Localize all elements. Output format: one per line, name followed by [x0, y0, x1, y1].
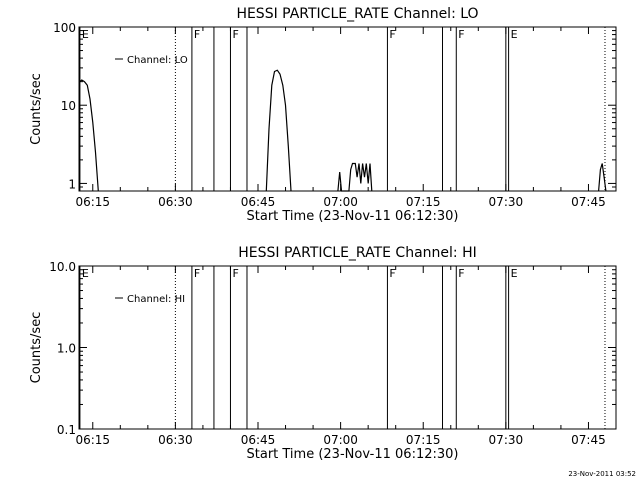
chart-title: HESSI PARTICLE_RATE Channel: HI [238, 245, 476, 261]
event-marker-label: F [458, 28, 464, 41]
x-tick-label: 07:45 [571, 195, 606, 209]
x-tick-label: 07:00 [323, 433, 358, 447]
x-tick-label: 07:00 [323, 195, 358, 209]
event-marker-label: E [82, 267, 89, 280]
x-tick-label: 07:30 [489, 195, 524, 209]
x-tick-label: 06:45 [241, 433, 276, 447]
event-marker-label: E [82, 28, 89, 41]
x-tick-label: 06:15 [75, 195, 110, 209]
event-marker-label: F [232, 28, 238, 41]
y-tick-label: 10 [61, 99, 76, 113]
series-line-4 [598, 163, 607, 192]
y-tick-label: 1 [68, 177, 76, 191]
plot-timestamp: 23-Nov-2011 03:52 [568, 470, 636, 478]
y-tick-label: 100 [53, 21, 76, 35]
event-marker-label: F [194, 28, 200, 41]
series-line-1 [79, 79, 99, 192]
event-marker-label: E [511, 267, 518, 280]
event-marker-label: F [389, 28, 395, 41]
y-tick-label: 10.0 [49, 260, 76, 274]
event-marker-label: F [232, 267, 238, 280]
y-axis-label: Counts/sec [29, 73, 44, 145]
x-tick-label: 06:30 [158, 195, 193, 209]
y-tick-label: 1.0 [57, 342, 76, 356]
y-axis-label: Counts/sec [29, 312, 44, 384]
event-marker-label: F [194, 267, 200, 280]
legend-label: Channel: LO [127, 55, 188, 66]
x-tick-label: 07:15 [406, 433, 441, 447]
chart-panel-1: HESSI PARTICLE_RATE Channel: LO 1 10 100 06:… [29, 6, 617, 224]
y-tick-label: 0.1 [57, 423, 76, 437]
event-marker-label: F [389, 267, 395, 280]
event-marker-label: E [511, 28, 518, 41]
x-tick-label: 07:45 [571, 433, 606, 447]
event-marker-label: F [458, 267, 464, 280]
series-line-3 [337, 162, 373, 192]
series-line-2 [265, 69, 292, 192]
chart-panel-2: HESSI PARTICLE_RATE Channel: HI 0.1 1.0 10.… [29, 245, 617, 462]
x-axis-label: Start Time (23-Nov-11 06:12:30) [247, 447, 459, 462]
x-tick-label: 06:15 [75, 433, 110, 447]
chart-panels: HESSI PARTICLE_RATE Channel: LO 1 10 100 06:… [29, 6, 617, 462]
legend-label: Channel: HI [127, 294, 185, 305]
x-tick-label: 07:30 [489, 433, 524, 447]
x-tick-label: 07:15 [406, 195, 441, 209]
chart-title: HESSI PARTICLE_RATE Channel: LO [236, 6, 478, 22]
x-tick-label: 06:45 [241, 195, 276, 209]
x-axis-label: Start Time (23-Nov-11 06:12:30) [247, 209, 459, 224]
x-tick-label: 06:30 [158, 433, 193, 447]
